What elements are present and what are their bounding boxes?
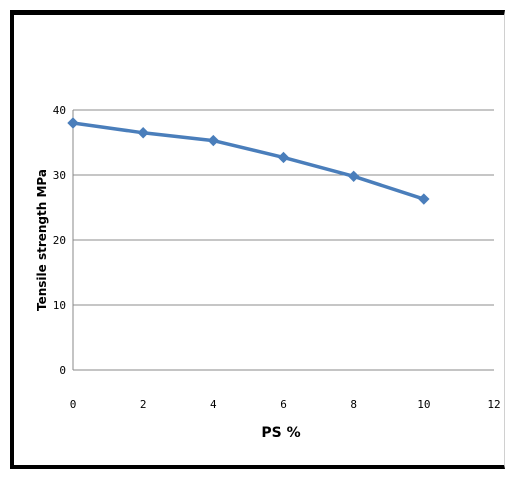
x-tick-label: 6 — [280, 398, 287, 411]
data-point-marker — [418, 193, 430, 205]
x-tick-label: 4 — [210, 398, 217, 411]
data-point-marker — [277, 151, 290, 164]
y-tick-labels: 0 10 20 30 40 — [53, 104, 66, 377]
data-point-marker — [207, 134, 220, 147]
y-tick-label: 20 — [53, 234, 66, 247]
x-tick-labels: 0 2 4 6 8 10 12 — [70, 398, 501, 411]
x-tick-label: 0 — [70, 398, 77, 411]
data-point-marker — [67, 117, 79, 129]
y-axis-title: Tensile strength MPa — [35, 169, 49, 311]
data-point-marker — [347, 170, 360, 183]
x-tick-label: 8 — [350, 398, 357, 411]
grid-lines — [73, 109, 494, 306]
y-tick-label: 40 — [53, 104, 66, 117]
x-tick-label: 10 — [417, 398, 430, 411]
data-point-marker — [137, 127, 149, 139]
y-tick-label: 10 — [53, 299, 66, 312]
y-tick-label: 0 — [59, 364, 66, 377]
x-tick-label: 12 — [487, 398, 500, 411]
x-tick-label: 2 — [140, 398, 147, 411]
y-tick-label: 30 — [53, 169, 66, 182]
series-line — [71, 121, 426, 201]
data-series — [67, 117, 430, 205]
x-axis-title: PS % — [261, 425, 300, 441]
